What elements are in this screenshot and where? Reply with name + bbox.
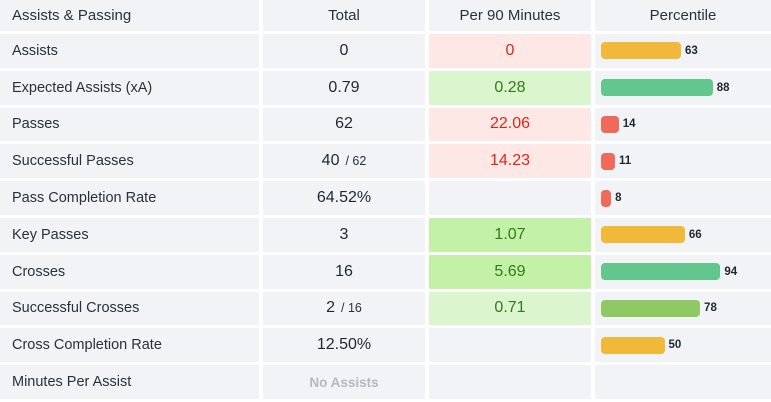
- row-percentile: [595, 365, 771, 402]
- row-label: Expected Assists (xA): [0, 70, 263, 108]
- header-title: Assists & Passing: [0, 0, 263, 34]
- row-label: Assists: [0, 34, 263, 71]
- percentile-value: 63: [685, 44, 698, 57]
- total-value: 40: [321, 152, 340, 170]
- row-percentile: 94: [595, 254, 771, 292]
- row-label: Passes: [0, 107, 263, 145]
- row-total: 0: [263, 34, 429, 71]
- percentile-bar: [601, 336, 665, 354]
- row-label: Successful Passes: [0, 144, 263, 182]
- header-percentile[interactable]: Percentile: [595, 0, 771, 34]
- row-label: Pass Completion Rate: [0, 181, 263, 218]
- percentile-value: 8: [615, 192, 622, 205]
- percentile-bar: [601, 263, 721, 281]
- row-total: 2 / 16: [263, 291, 429, 329]
- total-value: 64.52%: [316, 189, 372, 207]
- row-total: 62: [263, 107, 429, 145]
- total-denominator: / 16: [341, 301, 362, 316]
- row-percentile: 78: [595, 291, 771, 329]
- total-denominator: / 62: [345, 154, 367, 169]
- percentile-value: 11: [618, 155, 632, 168]
- percentile-value: 88: [716, 81, 730, 94]
- row-percentile: 66: [595, 217, 771, 255]
- row-per90: 0.28: [429, 70, 595, 108]
- row-label: Crosses: [0, 254, 263, 292]
- row-total: 40 / 62: [263, 144, 429, 182]
- row-percentile: 88: [595, 70, 771, 108]
- header-per90[interactable]: Per 90 Minutes: [429, 0, 595, 34]
- percentile-bar: [601, 226, 685, 244]
- row-total: 16: [263, 254, 429, 292]
- percentile-value: 50: [668, 339, 682, 352]
- percentile-value: 78: [704, 302, 717, 315]
- row-total: 0.79: [263, 70, 429, 108]
- row-per90: 5.69: [429, 254, 595, 292]
- row-total: 12.50%: [263, 328, 429, 366]
- row-percentile: 11: [595, 144, 771, 182]
- row-label: Minutes Per Assist: [0, 365, 263, 402]
- total-value: 0: [339, 41, 349, 59]
- row-per90: 14.23: [429, 144, 595, 182]
- row-total: 64.52%: [263, 181, 429, 218]
- row-per90: [429, 181, 595, 218]
- total-value: No Assists: [309, 374, 379, 390]
- header-total[interactable]: Total: [263, 0, 429, 34]
- row-per90: 1.07: [429, 217, 595, 255]
- row-label: Cross Completion Rate: [0, 328, 263, 366]
- row-per90: 0.71: [429, 291, 595, 329]
- total-value: 12.50%: [316, 336, 372, 354]
- percentile-value: 14: [622, 118, 636, 131]
- total-value: 2: [326, 299, 336, 317]
- row-total: No Assists: [263, 365, 429, 402]
- percentile-bar: [601, 42, 681, 60]
- row-label: Successful Crosses: [0, 291, 263, 329]
- row-per90: [429, 365, 595, 402]
- row-percentile: 50: [595, 328, 771, 366]
- row-percentile: 8: [595, 181, 771, 218]
- total-value: 3: [339, 225, 349, 243]
- row-per90: 22.06: [429, 107, 595, 145]
- percentile-value: 66: [688, 228, 702, 241]
- percentile-bar: [601, 115, 619, 133]
- row-total: 3: [263, 217, 429, 255]
- percentile-value: 94: [724, 265, 738, 278]
- total-value: 16: [335, 262, 353, 280]
- row-per90: [429, 328, 595, 366]
- row-percentile: 63: [595, 34, 771, 71]
- row-percentile: 14: [595, 107, 771, 145]
- row-label: Key Passes: [0, 217, 263, 255]
- percentile-bar: [601, 79, 713, 97]
- percentile-bar: [601, 152, 615, 170]
- row-per90: 0: [429, 34, 595, 71]
- percentile-bar: [601, 189, 612, 207]
- total-value: 62: [335, 115, 353, 133]
- percentile-bar: [601, 299, 701, 317]
- total-value: 0.79: [328, 78, 360, 96]
